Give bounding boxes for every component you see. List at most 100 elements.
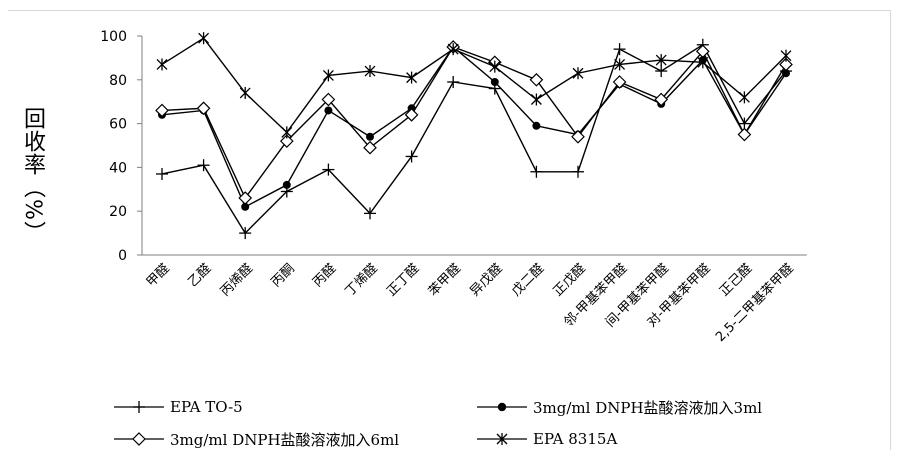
data-point bbox=[322, 69, 334, 82]
series-line-2 bbox=[161, 46, 787, 200]
x-tick-label: 异戊醛 bbox=[467, 261, 506, 300]
data-point bbox=[404, 107, 419, 122]
marker-dot bbox=[532, 121, 541, 130]
chart-frame bbox=[8, 10, 891, 450]
data-point bbox=[156, 58, 168, 71]
marker-diamond bbox=[571, 129, 585, 144]
data-point bbox=[405, 150, 418, 163]
data-point bbox=[780, 49, 792, 62]
data-point bbox=[613, 43, 626, 56]
marker-diamond bbox=[363, 140, 377, 155]
data-point bbox=[614, 58, 626, 71]
legend-label: 3mg/ml DNPH盐酸溶液加入3ml bbox=[533, 398, 763, 417]
x-tick-label: 乙醛 bbox=[185, 261, 215, 291]
legend-marker-star bbox=[477, 433, 527, 445]
series-line-3 bbox=[161, 37, 787, 134]
marker-dot bbox=[241, 202, 250, 211]
data-point bbox=[238, 191, 253, 205]
data-point bbox=[490, 77, 499, 86]
legend-item-epa-8315a: EPA 8315A bbox=[475, 429, 617, 449]
series-markers-2 bbox=[155, 40, 793, 205]
x-tick-label: 正戊醛 bbox=[550, 261, 589, 300]
marker-dot bbox=[490, 77, 499, 86]
data-point bbox=[197, 159, 210, 172]
y-axis-title-wrap: 回收率（%） bbox=[12, 80, 52, 270]
marker-diamond bbox=[238, 191, 253, 205]
data-point bbox=[612, 75, 627, 89]
y-tick-label: 40 bbox=[109, 160, 127, 176]
x-tick-label: 正己醛 bbox=[716, 261, 755, 300]
x-tick-label: 甲醛 bbox=[143, 261, 173, 291]
series-markers-3 bbox=[156, 32, 792, 139]
x-tick-label: 丁烯醛 bbox=[342, 261, 381, 300]
data-point bbox=[738, 91, 750, 104]
x-tick-label: 丙烯醛 bbox=[217, 261, 256, 300]
data-point bbox=[406, 71, 418, 84]
legend-label: EPA 8315A bbox=[533, 430, 618, 448]
x-tick-label: 2,5-二甲基苯甲醛 bbox=[712, 261, 796, 345]
y-tick-label: 60 bbox=[109, 117, 127, 133]
data-point bbox=[366, 132, 374, 141]
marker-diamond bbox=[529, 72, 544, 87]
marker-dot bbox=[282, 180, 291, 189]
marker-diamond bbox=[279, 134, 294, 148]
marker-diamond bbox=[155, 103, 169, 118]
x-tick-label: 正丁醛 bbox=[384, 261, 423, 300]
y-tick-label: 80 bbox=[109, 73, 127, 89]
legend-marker-plus bbox=[114, 401, 164, 413]
data-point bbox=[322, 163, 335, 176]
x-tick-label: 丙酮 bbox=[269, 261, 298, 290]
marker-diamond bbox=[779, 57, 793, 72]
data-point bbox=[738, 117, 751, 130]
data-point bbox=[697, 56, 709, 69]
legend-item-epa-to5: EPA TO-5 bbox=[112, 397, 243, 417]
data-point bbox=[282, 180, 291, 189]
data-point bbox=[572, 67, 584, 80]
data-point bbox=[572, 165, 584, 178]
marker-diamond bbox=[321, 92, 336, 107]
data-point bbox=[782, 69, 790, 78]
y-axis-title: 回收率（%） bbox=[20, 106, 45, 244]
data-point bbox=[156, 167, 168, 180]
y-tick-label: 20 bbox=[109, 204, 127, 220]
data-point bbox=[655, 54, 667, 67]
marker-diamond bbox=[196, 101, 211, 116]
marker-diamond bbox=[612, 75, 627, 89]
data-point bbox=[364, 207, 376, 220]
data-point bbox=[324, 106, 333, 115]
data-point bbox=[321, 92, 336, 107]
legend-marker-dot bbox=[477, 402, 527, 412]
legend-label: 3mg/ml DNPH盐酸溶液加入6ml bbox=[170, 430, 400, 449]
data-point bbox=[198, 32, 210, 45]
series-line-0 bbox=[161, 43, 787, 235]
series-markers-0 bbox=[156, 38, 792, 240]
data-point bbox=[155, 103, 169, 118]
series-line-1 bbox=[161, 45, 787, 208]
legend-item-dnph-6ml: 3mg/ml DNPH盐酸溶液加入6ml bbox=[112, 429, 399, 449]
data-point bbox=[489, 60, 501, 73]
data-point bbox=[363, 140, 377, 155]
x-tick-label: 丙醛 bbox=[310, 261, 340, 291]
data-point bbox=[239, 86, 251, 99]
data-point bbox=[447, 75, 460, 88]
data-point bbox=[655, 65, 668, 78]
marker-dot bbox=[366, 132, 374, 141]
data-point bbox=[196, 101, 211, 116]
data-point bbox=[571, 129, 585, 144]
legend-item-dnph-3ml: 3mg/ml DNPH盐酸溶液加入3ml bbox=[475, 397, 762, 417]
marker-dot bbox=[782, 69, 790, 78]
data-point bbox=[281, 126, 293, 139]
legend-marker-diamond bbox=[114, 432, 164, 446]
legend-label: EPA TO-5 bbox=[170, 398, 243, 416]
x-tick-label: 戊二醛 bbox=[508, 261, 547, 300]
marker-diamond bbox=[404, 107, 419, 122]
data-point bbox=[529, 72, 544, 87]
marker-dot bbox=[324, 106, 333, 115]
data-point bbox=[779, 57, 793, 72]
data-point bbox=[364, 65, 376, 78]
x-tick-label: 苯甲醛 bbox=[425, 261, 464, 300]
marker-diamond bbox=[737, 127, 752, 142]
y-tick-label: 0 bbox=[118, 248, 127, 264]
data-point bbox=[530, 93, 542, 106]
